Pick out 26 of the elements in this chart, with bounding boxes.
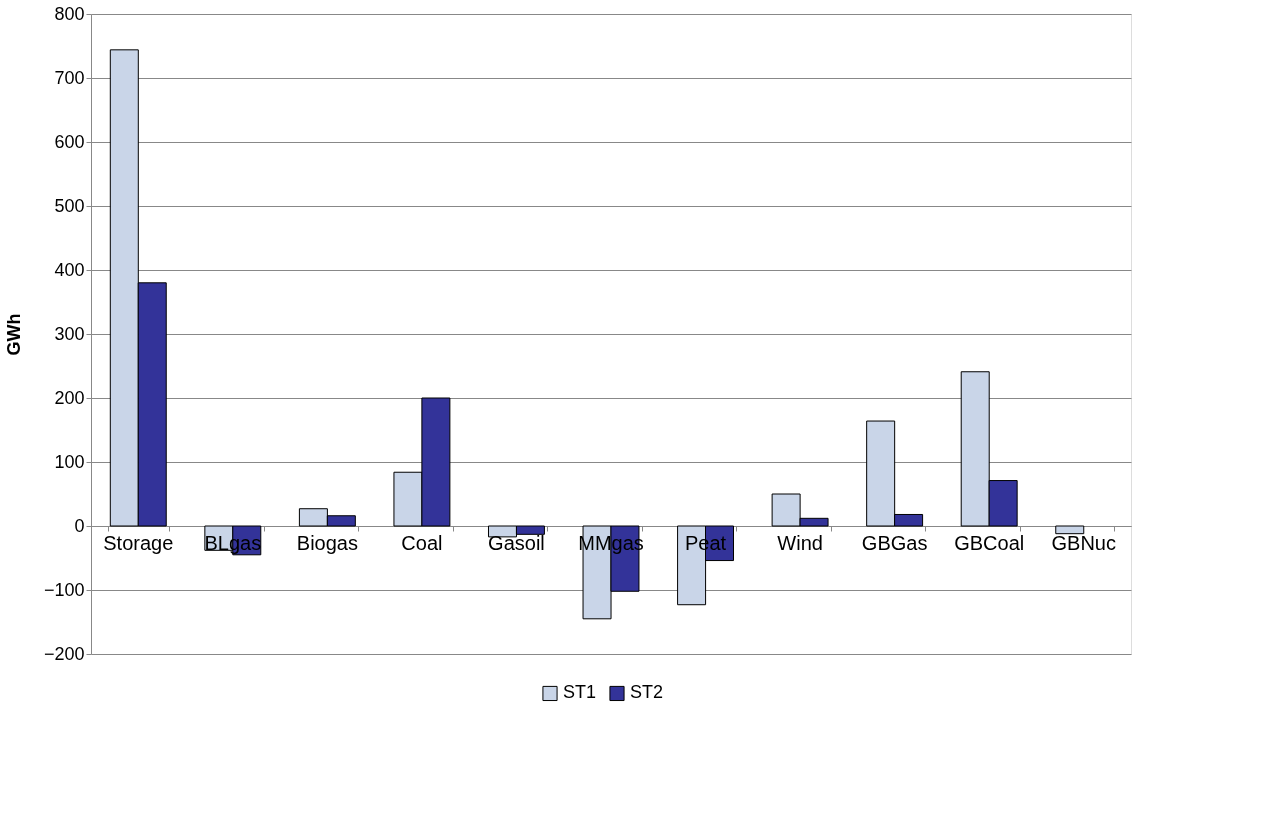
legend-label: ST1: [563, 682, 597, 703]
bar: [1055, 525, 1085, 535]
y-tick-label: −100: [43, 579, 85, 600]
y-tick-label: 500: [54, 195, 85, 216]
x-tick-label: Gasoil: [488, 532, 545, 554]
y-tick-label: 600: [54, 131, 85, 152]
x-tick-label: GBCoal: [954, 532, 1025, 554]
x-tick-label: GBGas: [861, 532, 928, 554]
y-tick-label: −200: [43, 643, 85, 664]
y-tick-label: 400: [54, 259, 85, 280]
legend-label: ST2: [630, 682, 664, 703]
y-tick-label: 700: [54, 67, 85, 88]
x-tick-label: Peat: [684, 532, 727, 554]
x-tick-label: Storage: [103, 532, 174, 554]
y-tick-label: 100: [54, 451, 85, 472]
x-tick-label: Coal: [401, 532, 443, 554]
y-axis-title: GWh: [3, 313, 24, 356]
x-tick-label: Biogas: [296, 532, 358, 554]
y-tick-label: 0: [74, 515, 85, 536]
y-tick-label: 200: [54, 387, 85, 408]
x-tick-label: Wind: [777, 532, 823, 554]
x-tick-label: MMgas: [578, 532, 644, 554]
y-tick-label: 300: [54, 323, 85, 344]
y-tick-label: 800: [54, 3, 85, 24]
x-tick-label: BLgas: [204, 532, 262, 554]
x-tick-label: GBNuc: [1051, 532, 1116, 554]
